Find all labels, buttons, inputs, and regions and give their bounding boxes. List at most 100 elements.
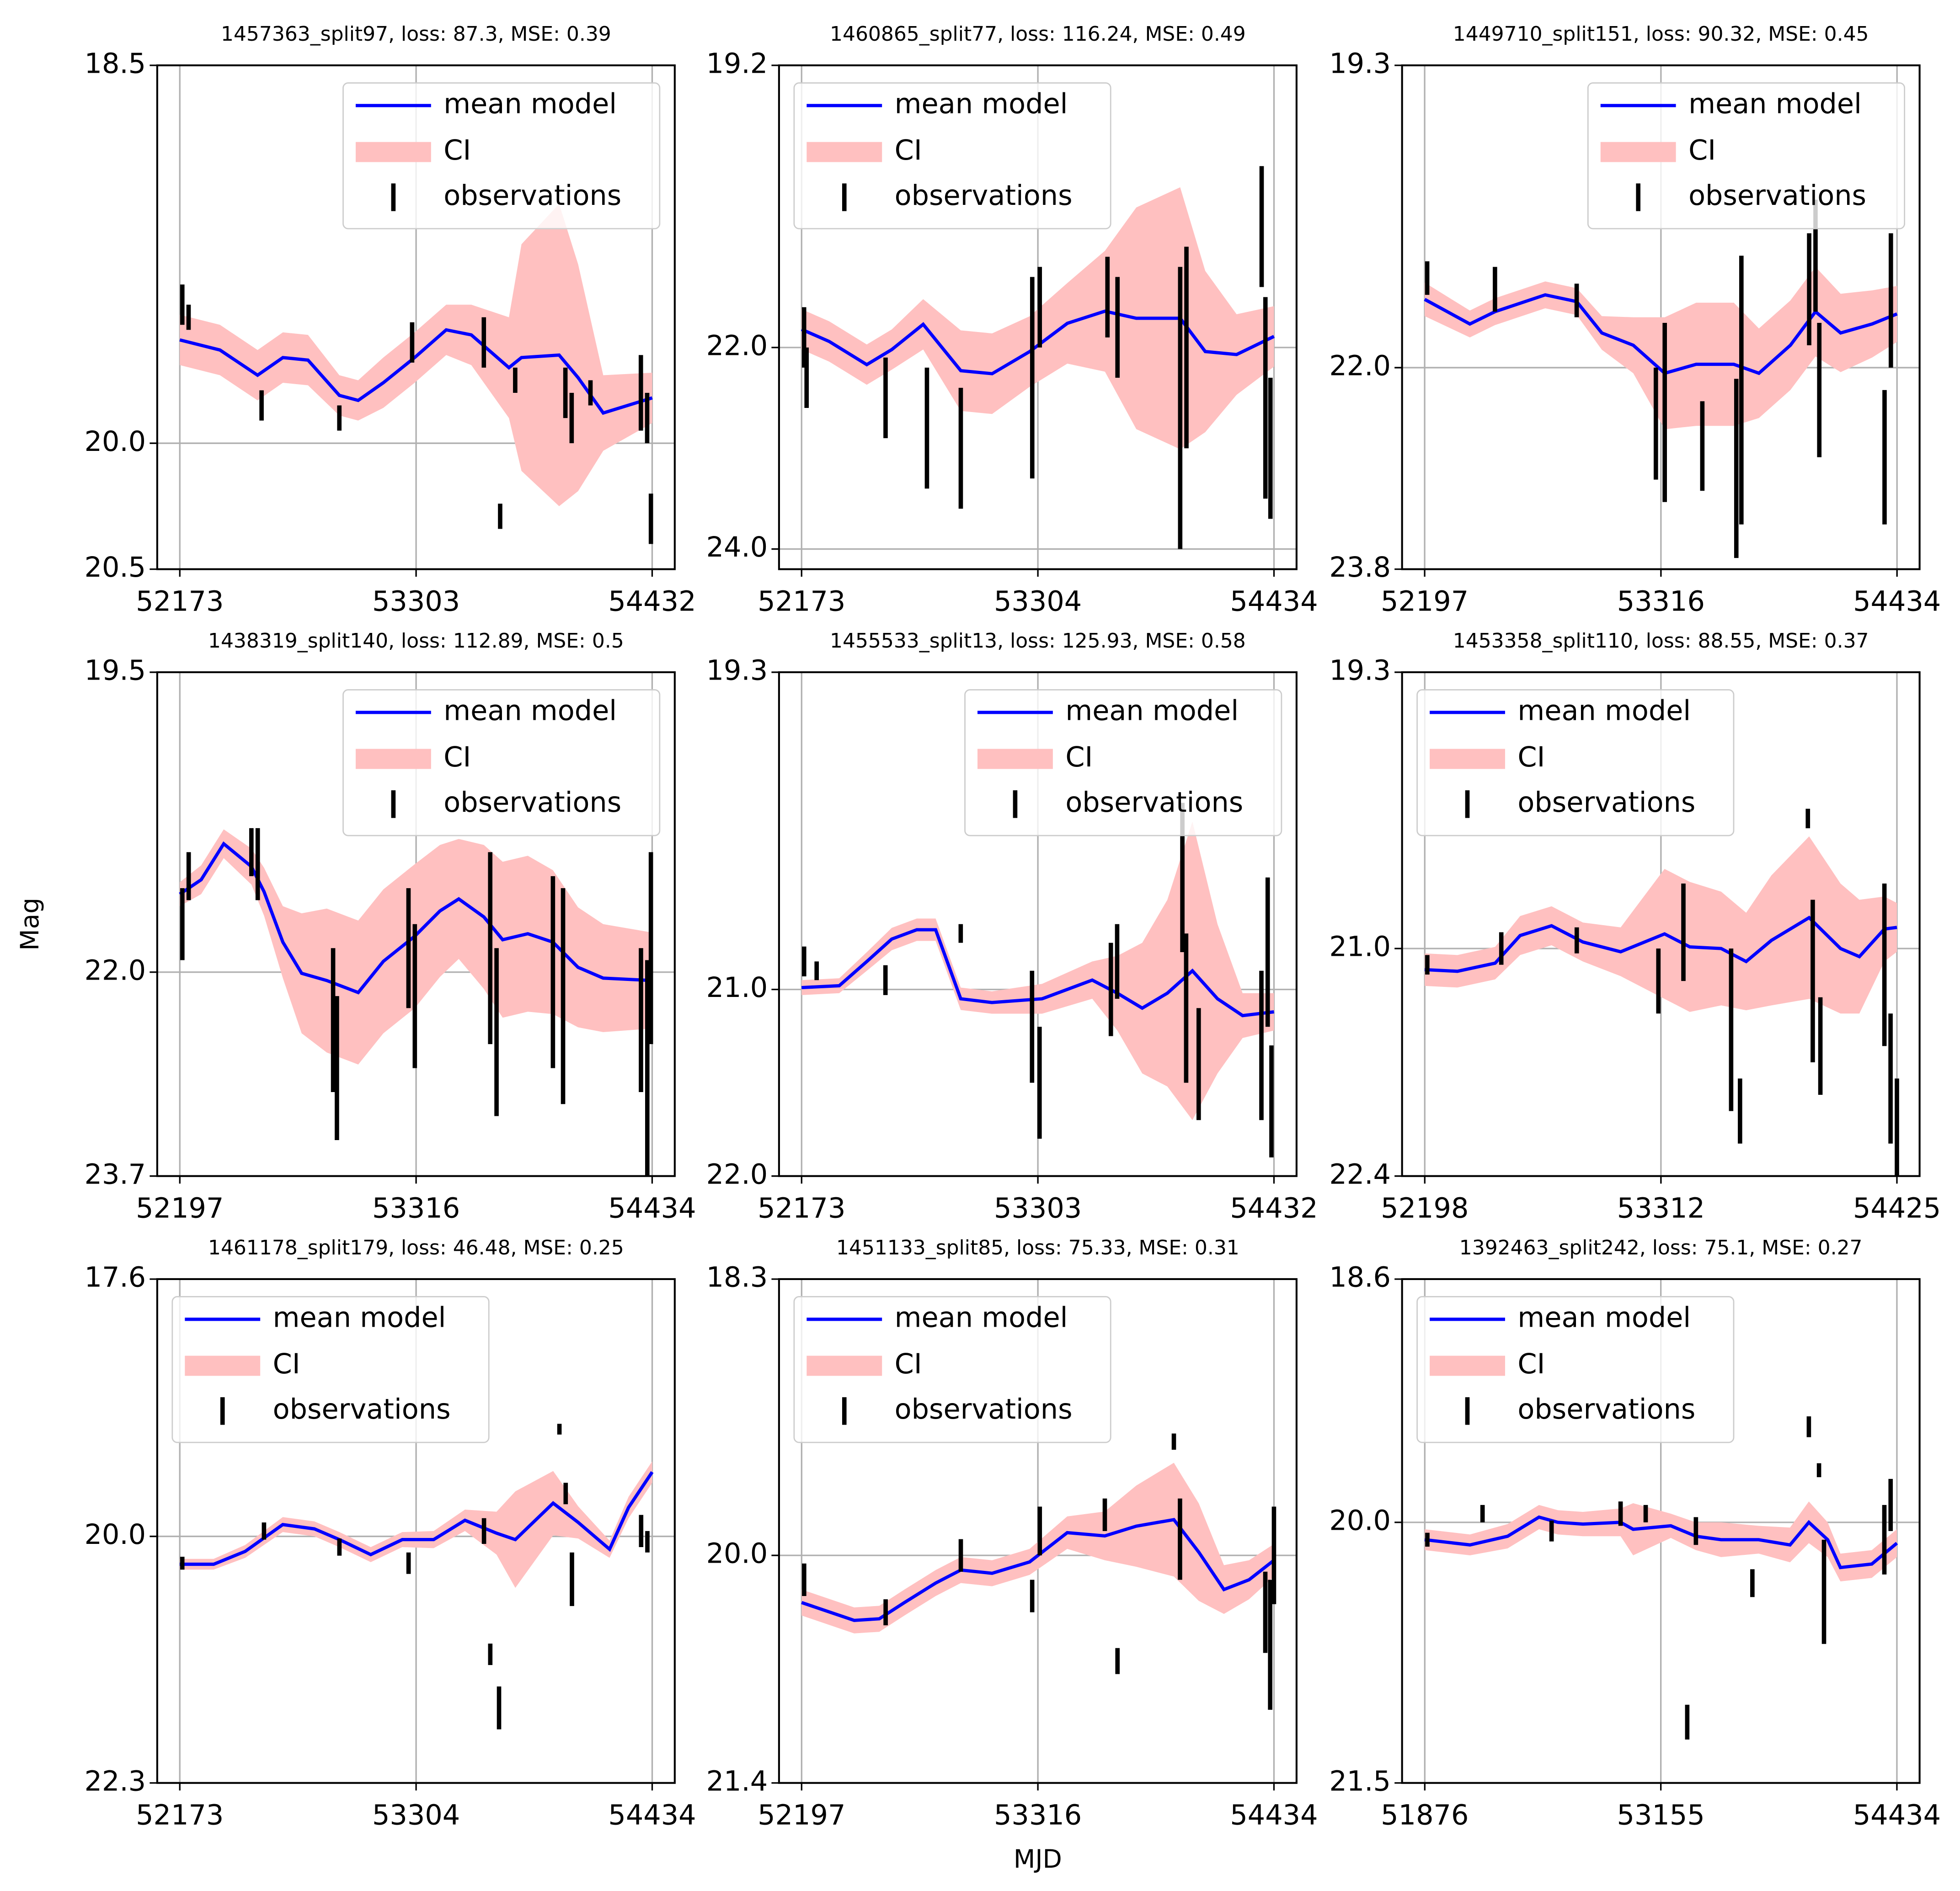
y-tick-label: 19.3 (1329, 48, 1391, 80)
y-tick-label: 20.5 (85, 552, 146, 584)
legend: mean model CI observations (342, 689, 661, 836)
x-tick-label: 52198 (1381, 1192, 1469, 1224)
axes-frame (156, 671, 676, 1177)
axes-frame (156, 1278, 676, 1784)
legend-label: mean model (1688, 88, 1862, 120)
legend-swatch (1430, 1355, 1505, 1376)
legend-label: observations (895, 180, 1073, 212)
x-axis-label: MJD (1014, 1844, 1062, 1874)
y-tick-label: 22.0 (85, 954, 146, 986)
legend-label: CI (1517, 741, 1545, 773)
subplot: 52173 53303 54432 19.3 21.0 22.0 1455533_split… (706, 629, 1318, 1224)
legend-label: mean model (443, 695, 617, 727)
x-tick-label: 54434 (608, 1192, 696, 1224)
ci-band (1425, 1501, 1897, 1582)
y-tick-label: 20.0 (85, 1519, 146, 1551)
legend-label: CI (443, 134, 471, 166)
subplot-title: 1461178_split179, loss: 46.48, MSE: 0.25 (208, 1236, 624, 1259)
y-tick-label: 22.4 (1329, 1158, 1391, 1190)
legend-box (964, 689, 1282, 836)
x-tick-label: 53316 (372, 1192, 460, 1224)
legend-box (342, 689, 661, 836)
y-tick-label: 21.5 (1329, 1765, 1391, 1797)
x-tick-label: 54434 (1230, 585, 1318, 617)
mean-model-line (801, 928, 1274, 1018)
y-tick-label: 21.0 (706, 972, 768, 1004)
x-tick-label: 54434 (1853, 585, 1941, 617)
legend-box (793, 82, 1111, 230)
x-tick-label: 52173 (758, 585, 845, 617)
subplot: 51876 53155 54434 18.6 20.0 21.5 1392463_split… (1329, 1236, 1941, 1831)
ci-band (801, 821, 1274, 1120)
subplot: 52173 53304 54434 19.2 22.0 24.0 1460865_split… (706, 22, 1318, 617)
legend: mean model CI observations (1416, 1296, 1735, 1443)
axes-frame (1401, 64, 1921, 570)
legend-label: CI (895, 1348, 922, 1380)
legend-box (171, 1296, 490, 1443)
y-tick-label: 23.8 (1329, 552, 1391, 584)
subplot-title: 1455533_split13, loss: 125.93, MSE: 0.58 (830, 629, 1246, 653)
legend-label: CI (895, 134, 922, 166)
legend-label: CI (1688, 134, 1716, 166)
legend-label: mean model (895, 1302, 1068, 1334)
x-tick-label: 54425 (1853, 1192, 1941, 1224)
y-tick-label: 20.0 (1329, 1505, 1391, 1537)
subplot-title: 1453358_split110, loss: 88.55, MSE: 0.37 (1453, 629, 1869, 653)
x-tick-label: 52173 (758, 1192, 845, 1224)
y-axis-label: Mag (15, 898, 44, 951)
subplot-title: 1457363_split97, loss: 87.3, MSE: 0.39 (221, 22, 611, 46)
y-tick-label: 21.4 (706, 1765, 768, 1797)
legend-label: observations (273, 1393, 451, 1425)
x-tick-label: 53303 (994, 1192, 1082, 1224)
x-tick-label: 53303 (372, 585, 460, 617)
ci-band (1425, 836, 1897, 1014)
y-tick-label: 24.0 (706, 531, 768, 563)
legend: mean model CI observations (171, 1296, 490, 1443)
legend-label: CI (1517, 1348, 1545, 1380)
axes-frame (778, 671, 1298, 1177)
legend-box (793, 1296, 1111, 1443)
legend: mean model CI observations (342, 82, 661, 230)
y-tick-label: 20.0 (85, 426, 146, 458)
y-tick-label: 21.0 (1329, 931, 1391, 963)
y-tick-label: 19.2 (706, 48, 768, 80)
subplot: 52173 53304 54434 17.6 20.0 22.3 1461178_split… (85, 1236, 696, 1831)
subplot: 52197 53316 54434 19.5 22.0 23.7 1438319_split… (15, 629, 696, 1224)
legend-swatch (185, 1355, 261, 1376)
mean-model-line (1424, 293, 1898, 375)
legend-swatch (1430, 749, 1505, 769)
legend-swatch (806, 142, 882, 162)
x-tick-label: 54432 (608, 585, 696, 617)
legend-label: observations (1517, 787, 1695, 819)
legend-swatch (1600, 142, 1676, 162)
legend-box (1587, 82, 1906, 230)
legend-box (342, 82, 661, 230)
axes-frame (156, 64, 676, 570)
legend-swatch (806, 1355, 882, 1376)
legend-label: mean model (895, 88, 1068, 120)
legend-label: mean model (1065, 695, 1239, 727)
x-tick-label: 51876 (1381, 1799, 1469, 1831)
legend-label: mean model (1517, 695, 1691, 727)
subplot: 52197 53316 54434 18.3 20.0 21.4 1451133_split… (706, 1236, 1318, 1874)
subplot: 52197 53316 54434 19.3 22.0 23.8 1449710_split… (1329, 22, 1941, 617)
legend-label: observations (1065, 787, 1243, 819)
y-tick-label: 22.0 (706, 330, 768, 362)
y-tick-label: 19.3 (706, 655, 768, 687)
y-tick-label: 18.3 (706, 1262, 768, 1294)
subplot-title: 1460865_split77, loss: 116.24, MSE: 0.49 (830, 22, 1246, 46)
subplot: 52173 53303 54432 18.5 20.0 20.5 1457363_split… (85, 22, 696, 617)
legend: mean model CI observations (793, 82, 1111, 230)
x-tick-label: 54434 (608, 1799, 696, 1831)
y-tick-label: 22.0 (1329, 350, 1391, 382)
x-tick-label: 53304 (994, 585, 1082, 617)
legend: mean model CI observations (1587, 82, 1906, 230)
y-tick-label: 22.3 (85, 1765, 146, 1797)
mean-model-line (801, 1518, 1275, 1622)
subplot-title: 1449710_split151, loss: 90.32, MSE: 0.45 (1453, 22, 1869, 46)
axes-frame (1401, 1278, 1921, 1784)
legend-label: observations (1688, 180, 1866, 212)
x-tick-label: 53155 (1617, 1799, 1705, 1831)
